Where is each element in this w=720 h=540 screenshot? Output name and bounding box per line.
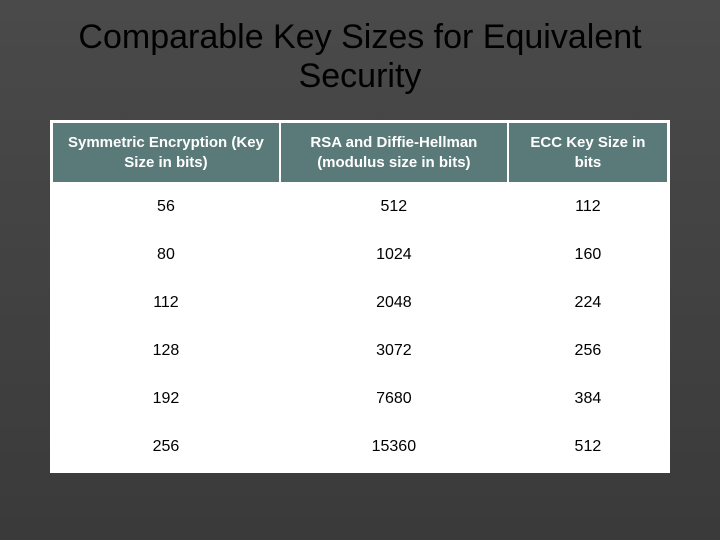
cell-symmetric: 80 (52, 231, 280, 279)
cell-rsa-dh: 3072 (280, 327, 508, 375)
key-size-table: Symmetric Encryption (Key Size in bits) … (51, 121, 669, 472)
key-size-table-container: Symmetric Encryption (Key Size in bits) … (50, 120, 670, 473)
cell-rsa-dh: 7680 (280, 375, 508, 423)
table-row: 112 2048 224 (52, 279, 668, 327)
cell-rsa-dh: 512 (280, 183, 508, 231)
table-row: 256 15360 512 (52, 423, 668, 471)
table-header-row: Symmetric Encryption (Key Size in bits) … (52, 122, 668, 183)
cell-rsa-dh: 2048 (280, 279, 508, 327)
table-row: 192 7680 384 (52, 375, 668, 423)
slide: Comparable Key Sizes for Equivalent Secu… (0, 0, 720, 540)
cell-ecc: 112 (508, 183, 668, 231)
table-row: 80 1024 160 (52, 231, 668, 279)
cell-ecc: 160 (508, 231, 668, 279)
cell-symmetric: 256 (52, 423, 280, 471)
column-header-ecc: ECC Key Size in bits (508, 122, 668, 183)
column-header-rsa-dh: RSA and Diffie-Hellman (modulus size in … (280, 122, 508, 183)
cell-symmetric: 56 (52, 183, 280, 231)
column-header-symmetric: Symmetric Encryption (Key Size in bits) (52, 122, 280, 183)
cell-ecc: 224 (508, 279, 668, 327)
cell-rsa-dh: 1024 (280, 231, 508, 279)
cell-symmetric: 192 (52, 375, 280, 423)
cell-ecc: 512 (508, 423, 668, 471)
cell-symmetric: 128 (52, 327, 280, 375)
table-row: 56 512 112 (52, 183, 668, 231)
cell-ecc: 384 (508, 375, 668, 423)
cell-symmetric: 112 (52, 279, 280, 327)
cell-ecc: 256 (508, 327, 668, 375)
cell-rsa-dh: 15360 (280, 423, 508, 471)
page-title: Comparable Key Sizes for Equivalent Secu… (50, 18, 670, 96)
table-row: 128 3072 256 (52, 327, 668, 375)
